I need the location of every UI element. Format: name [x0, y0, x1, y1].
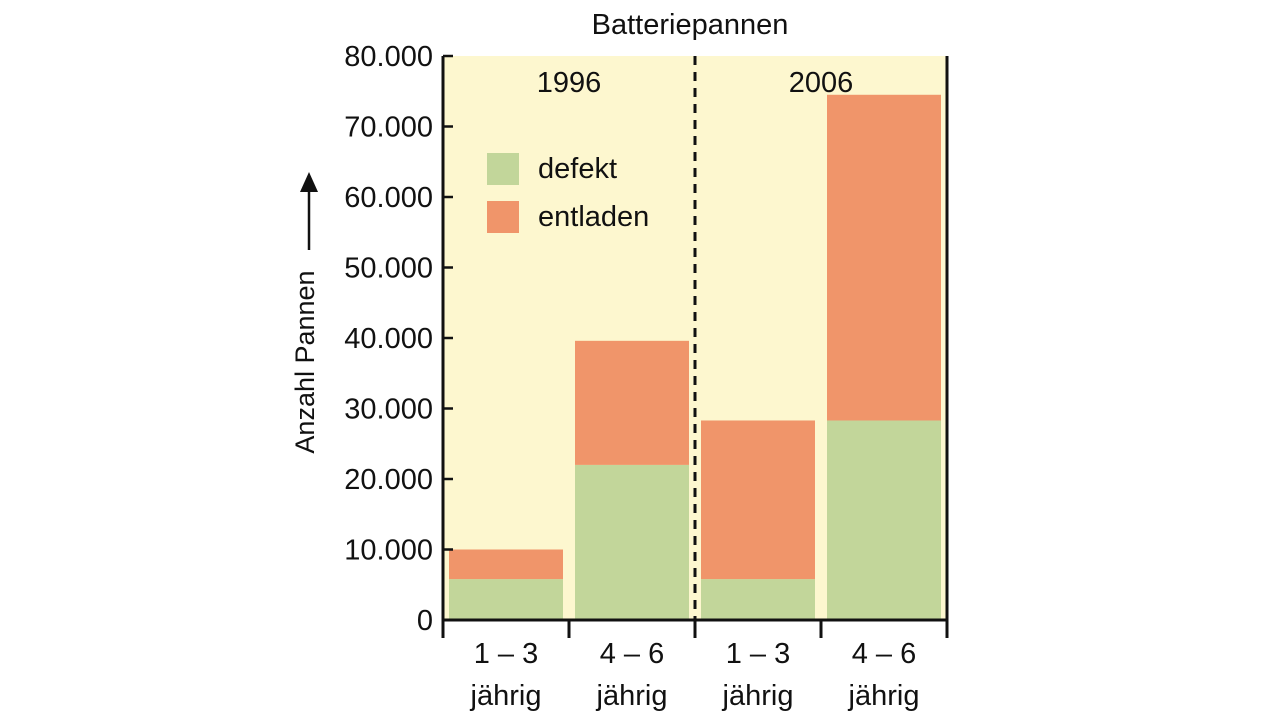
chart-title: Batteriepannen [592, 9, 789, 41]
x-tick-sublabel-1: jährig [596, 680, 668, 712]
x-tick-sublabel-2: jährig [722, 680, 794, 712]
bars [449, 94, 941, 620]
bar-entladen-2 [701, 420, 815, 580]
bar-defekt-3 [827, 420, 941, 620]
y-axis-ticks: 0 10.000 20.000 30.000 40.000 50.000 60.000 70.… [344, 41, 453, 637]
x-tick-label-3: 4 – 6 [852, 638, 917, 670]
y-tick-label-7: 70.000 [344, 112, 433, 144]
x-tick-sublabel-3: jährig [848, 680, 920, 712]
y-tick-label-4: 40.000 [344, 323, 433, 355]
legend: defekt entladen [487, 153, 649, 233]
x-tick-sublabel-0: jährig [470, 680, 542, 712]
group-label-1: 2006 [789, 67, 854, 99]
y-axis-label: Anzahl Pannen [290, 270, 320, 453]
group-labels: 1996 2006 [537, 67, 854, 99]
x-tick-label-1: 4 – 6 [600, 638, 665, 670]
bar-entladen-1 [575, 340, 689, 465]
bar-defekt-0 [449, 579, 563, 620]
y-tick-label-2: 20.000 [344, 464, 433, 496]
x-tick-label-2: 1 – 3 [726, 638, 791, 670]
bar-defekt-2 [701, 579, 815, 620]
x-tick-label-0: 1 – 3 [474, 638, 539, 670]
legend-swatch-defekt [487, 153, 519, 185]
bar-defekt-1 [575, 464, 689, 620]
y-axis-arrow-icon [300, 172, 318, 250]
y-tick-label-6: 60.000 [344, 182, 433, 214]
legend-label-defekt: defekt [538, 153, 617, 185]
y-tick-label-5: 50.000 [344, 253, 433, 285]
y-tick-label-8: 80.000 [344, 41, 433, 73]
y-tick-label-0: 0 [417, 605, 433, 637]
group-label-0: 1996 [537, 67, 602, 99]
arrow-head [300, 172, 318, 192]
x-axis-ticks: 1 – 3 jährig 4 – 6 jährig 1 – 3 jährig 4 – 6 jä… [441, 620, 949, 712]
y-tick-label-3: 30.000 [344, 394, 433, 426]
legend-label-entladen: entladen [538, 201, 649, 233]
y-tick-label-1: 10.000 [344, 535, 433, 567]
legend-swatch-entladen [487, 201, 519, 233]
bar-entladen-3 [827, 94, 941, 421]
bar-entladen-0 [449, 549, 563, 580]
